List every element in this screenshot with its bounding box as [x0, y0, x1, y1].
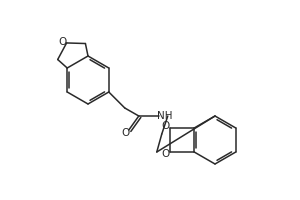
- Text: O: O: [161, 121, 169, 131]
- Text: O: O: [122, 128, 130, 138]
- Text: O: O: [58, 37, 67, 47]
- Text: O: O: [161, 149, 169, 159]
- Text: NH: NH: [157, 111, 172, 121]
